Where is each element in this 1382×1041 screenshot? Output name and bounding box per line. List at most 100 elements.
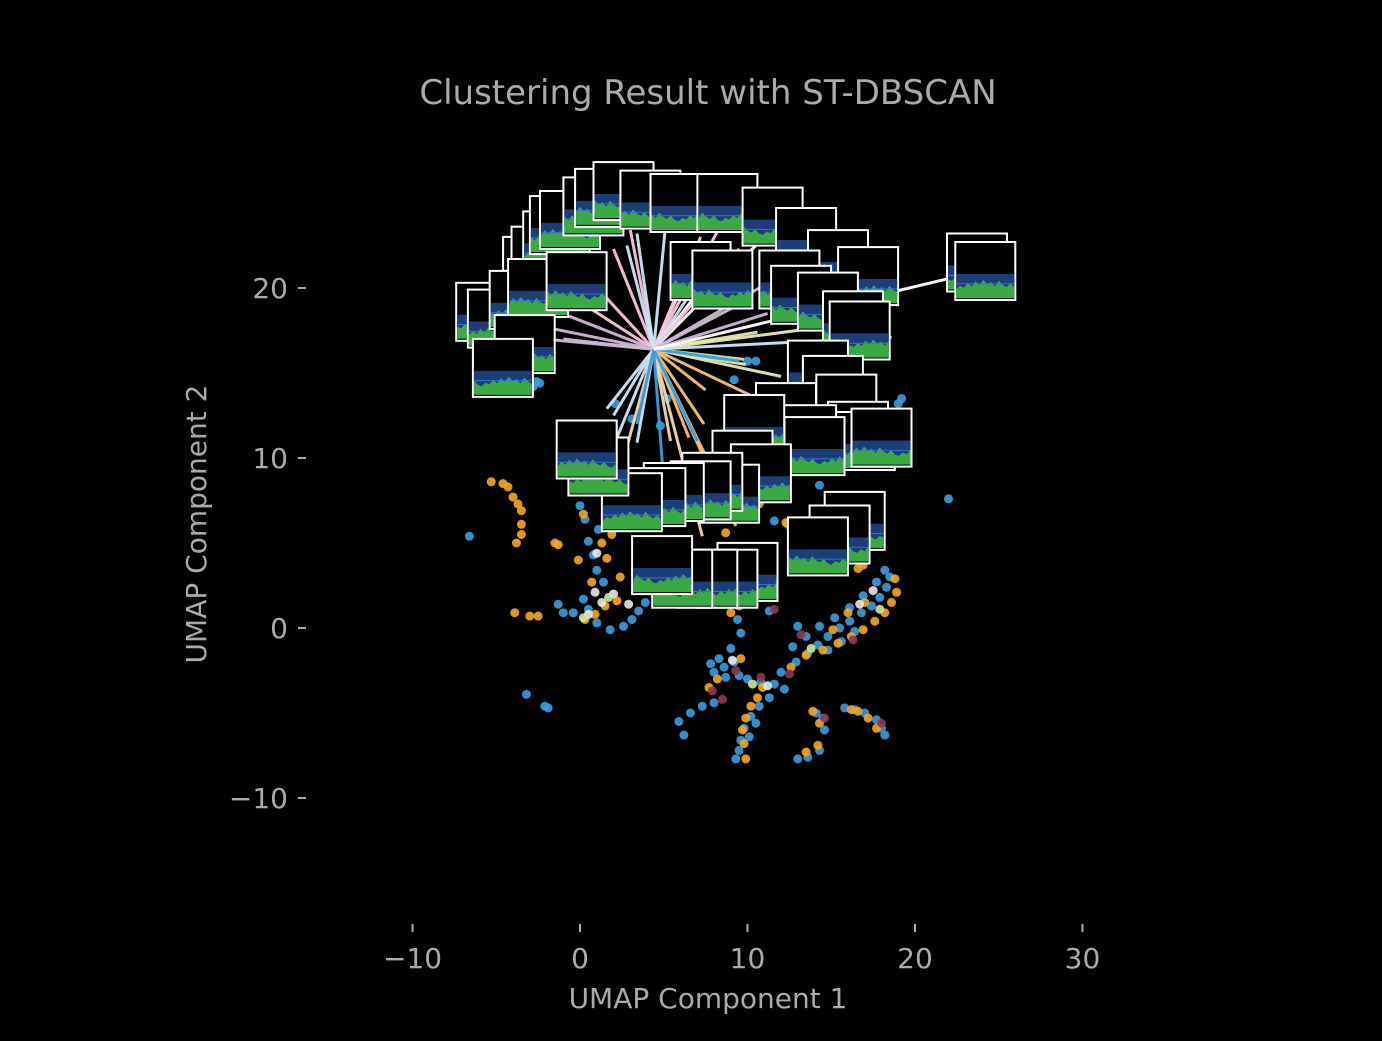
- data-point: [853, 706, 863, 716]
- data-point: [793, 621, 803, 631]
- data-point: [733, 615, 742, 624]
- data-point: [607, 530, 617, 539]
- data-point: [779, 684, 789, 694]
- data-point: [872, 577, 881, 587]
- y-tick-label: 20: [252, 272, 288, 305]
- data-point: [784, 669, 794, 679]
- data-point: [599, 577, 608, 587]
- annotation-line: [612, 248, 656, 350]
- spectrum-thumbnails: [455, 161, 1017, 609]
- data-point: [575, 501, 585, 511]
- data-point: [863, 713, 873, 723]
- data-point: [830, 613, 840, 623]
- data-point: [744, 732, 754, 742]
- axis-ticks: −10 0 10 20 30 −10 0 10 20: [229, 272, 1100, 975]
- data-point: [880, 730, 890, 740]
- data-point: [856, 608, 866, 618]
- data-point: [553, 599, 563, 609]
- data-point: [756, 672, 766, 682]
- annotation-line: [653, 347, 765, 404]
- spectrum-thumbnail: [545, 251, 608, 312]
- data-point: [853, 564, 863, 573]
- annotation-line: [625, 245, 656, 350]
- data-point: [543, 703, 553, 713]
- data-point: [855, 599, 865, 609]
- data-point: [726, 643, 736, 653]
- data-point: [875, 592, 885, 602]
- data-point: [674, 717, 684, 726]
- x-tick-label: 0: [571, 942, 589, 975]
- data-point: [525, 611, 535, 621]
- data-point: [464, 531, 474, 541]
- x-tick-label: 30: [1065, 942, 1101, 975]
- data-point: [731, 754, 741, 764]
- data-point: [679, 730, 689, 740]
- spectrum-thumbnail: [786, 516, 849, 577]
- data-point: [697, 701, 707, 711]
- annotation-line: [652, 348, 706, 425]
- data-point: [627, 615, 637, 624]
- data-point: [738, 725, 747, 735]
- data-point: [721, 672, 731, 682]
- data-point: [818, 645, 828, 655]
- annotation-line: [552, 327, 654, 351]
- data-point: [944, 494, 953, 504]
- data-point: [815, 480, 824, 490]
- annotation-line: [566, 313, 655, 351]
- data-point: [887, 598, 896, 607]
- data-point: [634, 606, 644, 616]
- data-point: [592, 565, 602, 575]
- data-point: [516, 530, 526, 539]
- data-point: [890, 574, 900, 584]
- data-point: [719, 662, 729, 672]
- data-point: [721, 528, 731, 538]
- data-point: [806, 643, 816, 653]
- data-point: [516, 506, 526, 516]
- data-point: [568, 608, 578, 618]
- annotation-line: [635, 348, 656, 425]
- data-point: [769, 516, 779, 526]
- data-point: [605, 625, 615, 635]
- data-point: [709, 698, 719, 708]
- data-point: [769, 604, 779, 614]
- data-point: [706, 659, 716, 669]
- data-point: [868, 586, 878, 596]
- annotation-line: [635, 233, 656, 350]
- data-point: [848, 635, 858, 645]
- data-point: [763, 681, 773, 691]
- data-point: [736, 654, 746, 664]
- data-point: [870, 616, 880, 626]
- annotation-line: [652, 348, 672, 442]
- data-point: [714, 654, 724, 664]
- data-point: [751, 718, 761, 728]
- data-point: [748, 679, 757, 689]
- data-point: [619, 621, 628, 631]
- data-point: [686, 708, 695, 718]
- data-point: [843, 608, 853, 618]
- scatter-points: [464, 356, 953, 764]
- data-point: [640, 598, 650, 607]
- data-point: [828, 625, 838, 635]
- data-point: [486, 477, 496, 487]
- data-point: [741, 754, 751, 764]
- data-point: [578, 509, 588, 519]
- data-point: [892, 587, 902, 597]
- data-point: [510, 608, 520, 618]
- annotation-line: [652, 348, 699, 442]
- data-point: [508, 492, 518, 502]
- chart-title: Clustering Result with ST-DBSCAN: [419, 73, 996, 113]
- y-axis-label: UMAP Component 2: [180, 385, 213, 664]
- data-point: [833, 638, 843, 648]
- data-point: [726, 608, 736, 618]
- data-point: [707, 686, 717, 696]
- data-point: [533, 611, 543, 621]
- data-point: [788, 642, 798, 652]
- annotation-lines: [542, 226, 953, 537]
- data-point: [578, 613, 588, 623]
- y-tick-label: 10: [252, 442, 288, 475]
- data-point: [604, 592, 613, 602]
- data-point: [717, 694, 727, 704]
- data-point: [513, 499, 523, 509]
